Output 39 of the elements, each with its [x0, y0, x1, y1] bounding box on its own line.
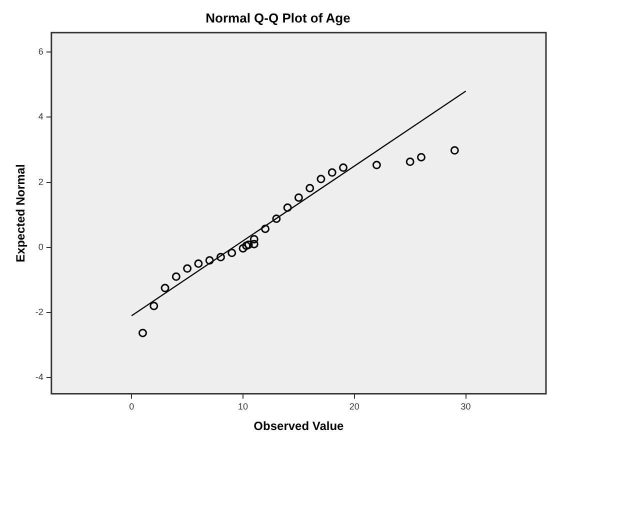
point [238, 244, 248, 253]
point [306, 184, 314, 192]
point [406, 158, 414, 166]
point [172, 272, 180, 281]
point [283, 203, 292, 212]
point [228, 248, 236, 258]
chart-title: Normal Q-Q Plot of Age [206, 10, 350, 26]
point [450, 146, 459, 155]
point [294, 193, 303, 202]
y-tick-label: 2 [38, 176, 44, 187]
y-axis-title: Expected Normal [14, 164, 28, 262]
point [339, 163, 348, 172]
point [205, 256, 214, 265]
point [261, 224, 270, 234]
x-axis-title: Observed Value [254, 419, 344, 434]
point [194, 259, 203, 268]
point [244, 240, 253, 250]
point [372, 160, 381, 170]
point [242, 241, 251, 250]
y-tick-label: -4 [35, 372, 44, 382]
point [328, 168, 336, 177]
point [250, 240, 258, 248]
x-tick-label: 10 [238, 402, 248, 412]
point [250, 234, 258, 244]
point [150, 302, 158, 310]
x-tick-label: 20 [349, 402, 360, 412]
y-tick-label: 4 [38, 112, 44, 122]
point [160, 284, 170, 292]
point [272, 214, 281, 223]
point [138, 328, 147, 338]
point [216, 252, 225, 262]
y-tick-label: 0 [38, 242, 44, 252]
point [316, 174, 326, 184]
point [183, 264, 192, 273]
x-tick-label: 30 [460, 402, 471, 412]
point [416, 152, 426, 162]
y-tick-label: 6 [38, 46, 44, 57]
y-tick-label: -2 [35, 306, 44, 317]
x-tick-label: 0 [129, 402, 134, 412]
